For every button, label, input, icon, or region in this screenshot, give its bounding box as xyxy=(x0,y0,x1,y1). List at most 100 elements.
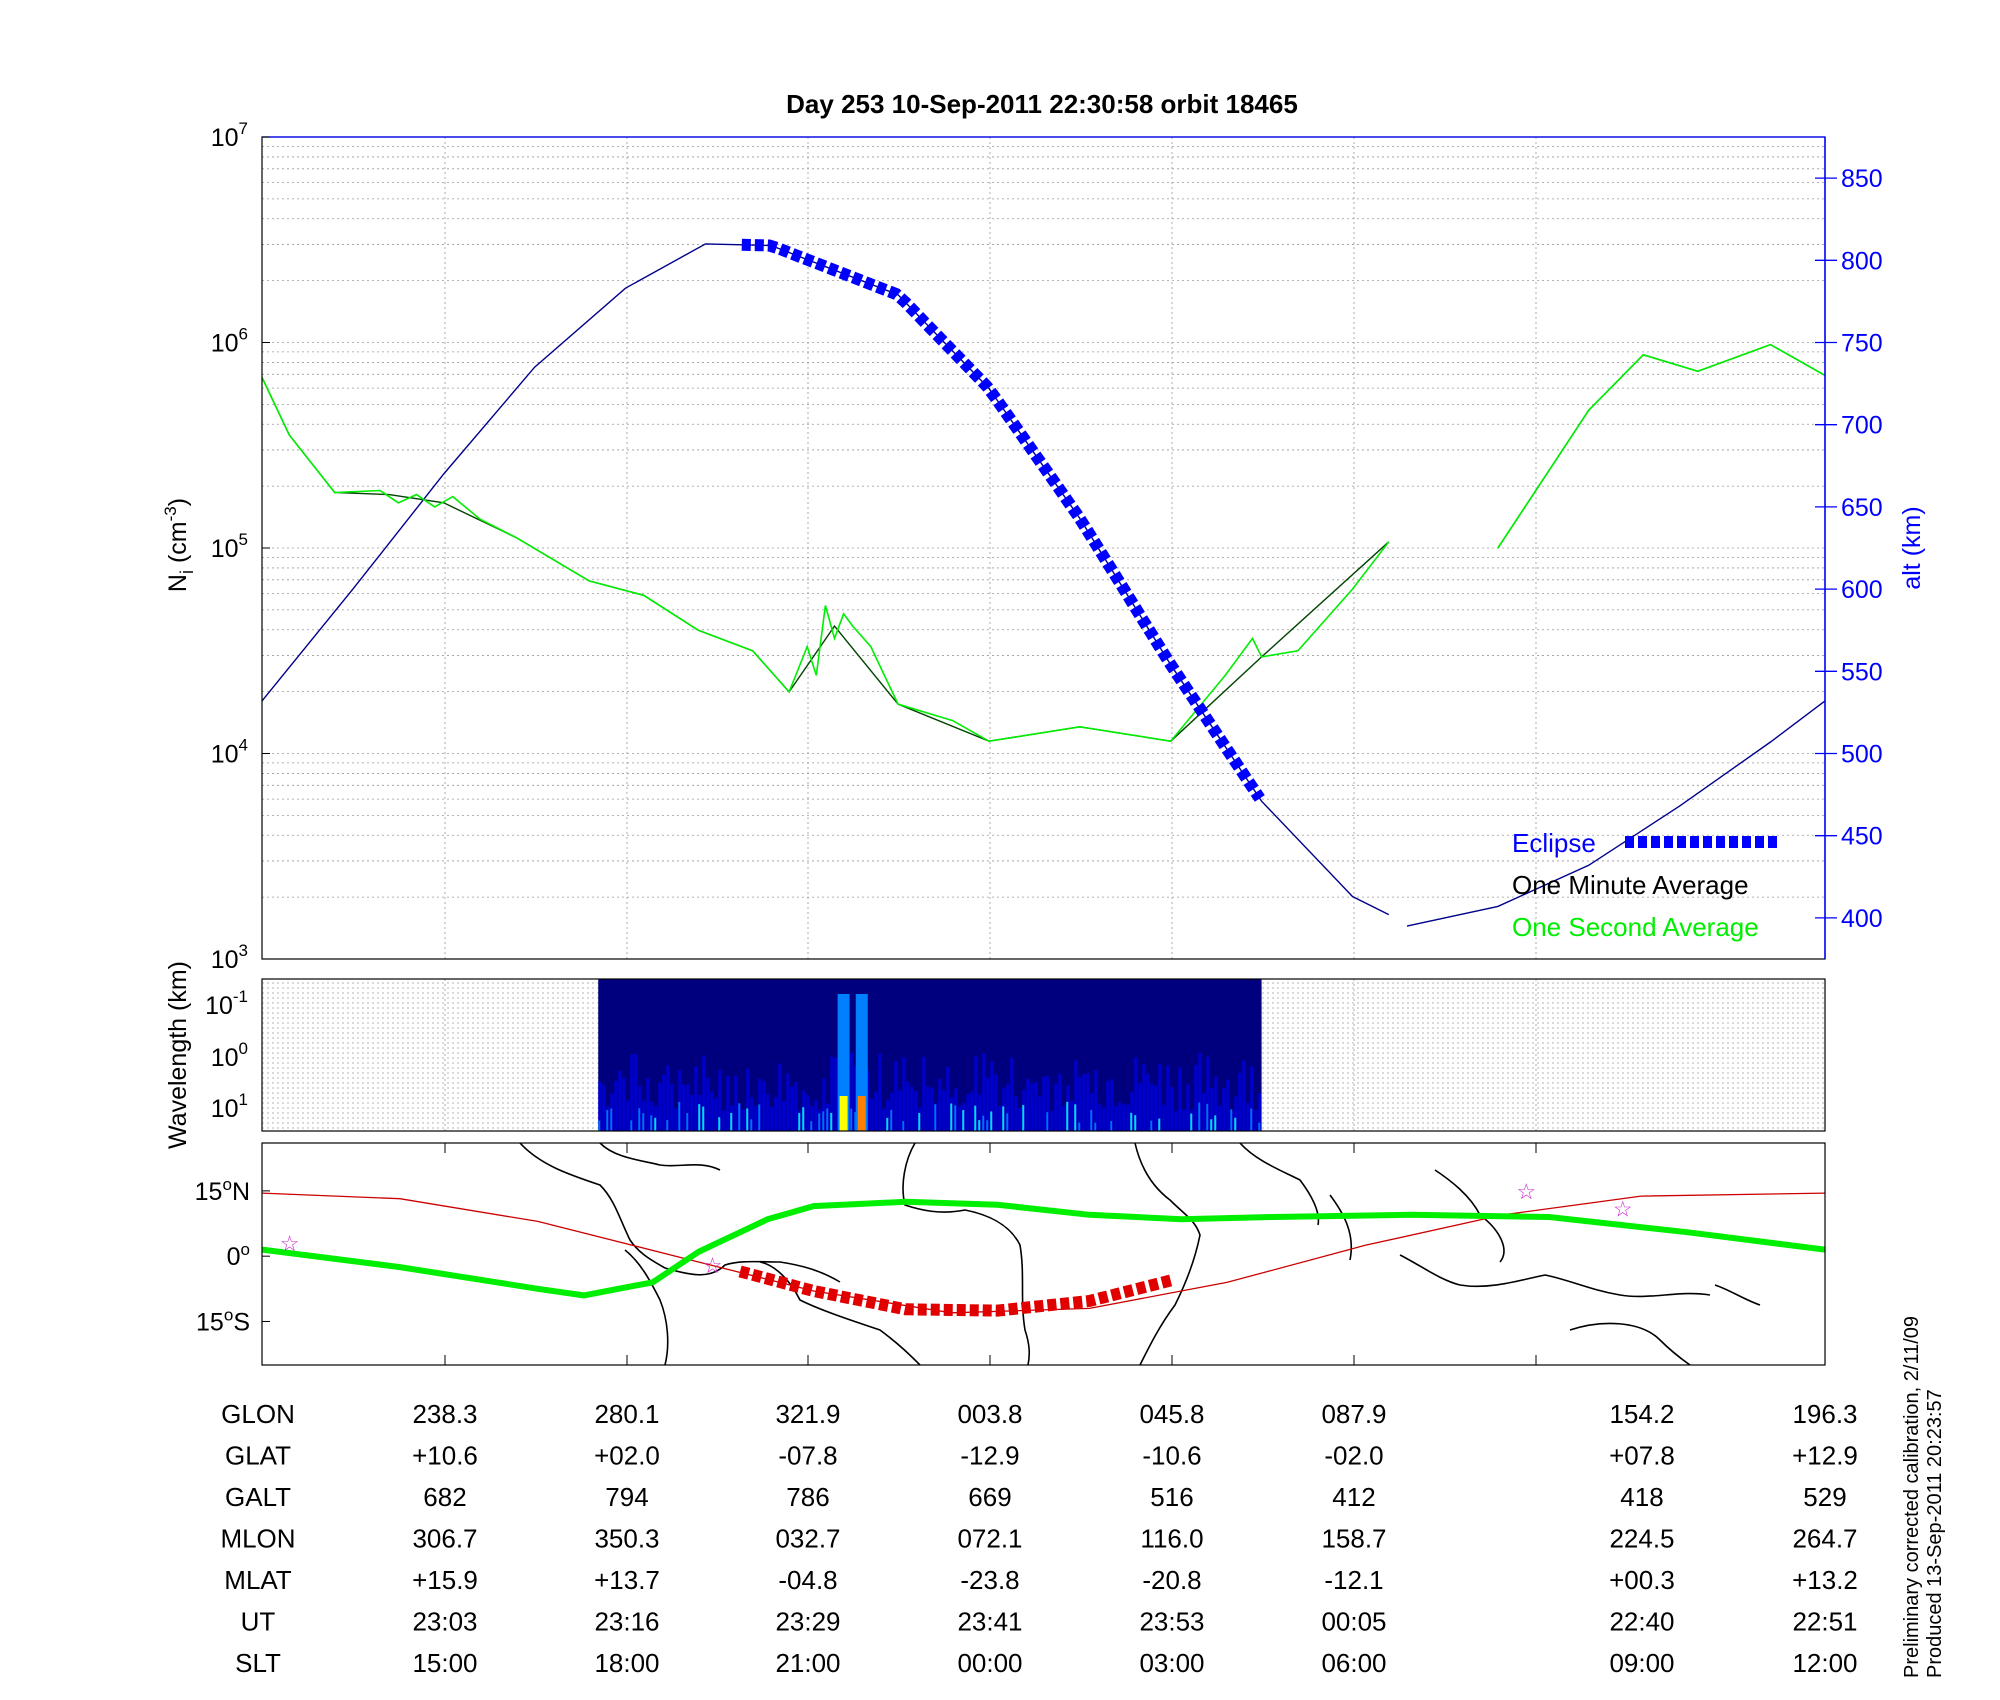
spectrogram-column-bright xyxy=(666,1120,669,1131)
spectrogram-column xyxy=(682,1084,686,1131)
map-panel: ☆ ☆ ☆ ☆ 15oN 0o 15oS xyxy=(195,1142,1826,1366)
spectrogram-column xyxy=(1018,1107,1022,1131)
spectrogram-column xyxy=(618,1070,622,1131)
spectrogram-column-bright xyxy=(1230,1109,1233,1131)
coord-cell: 23:41 xyxy=(957,1607,1022,1637)
spectrogram-column xyxy=(1170,1087,1174,1131)
spectrogram-column-bright xyxy=(1006,1113,1009,1131)
coord-cell: -04.8 xyxy=(778,1565,837,1595)
ion-density-panel: 103 104 105 106 107 400 450 500 550 600 650 700 750… xyxy=(161,119,1926,974)
coord-cell: -12.9 xyxy=(960,1441,1019,1471)
new-guinea-coast xyxy=(1714,1284,1761,1306)
map-x-gridlines xyxy=(444,1143,1537,1365)
spectrogram-column xyxy=(750,1097,754,1131)
spectrogram-background xyxy=(598,979,1262,1131)
spectrogram-column xyxy=(1114,1106,1118,1131)
coord-cell: 794 xyxy=(605,1482,648,1512)
second-average-curve xyxy=(261,377,1390,743)
spectrogram-column xyxy=(1254,1109,1258,1131)
right-tick-label: 500 xyxy=(1841,741,1883,769)
coord-cell: 045.8 xyxy=(1139,1399,1204,1429)
coord-cell: +12.9 xyxy=(1792,1441,1858,1471)
spectrogram-column-bright xyxy=(758,1104,761,1131)
spectrogram-column xyxy=(1214,1076,1218,1131)
spectrogram-column xyxy=(994,1074,998,1131)
coord-cell: -23.8 xyxy=(960,1565,1019,1595)
spectrogram-column xyxy=(1050,1110,1054,1131)
spectrogram-column-bright xyxy=(654,1117,657,1131)
station-star-icon: ☆ xyxy=(280,1231,300,1256)
coord-cell: 06:00 xyxy=(1321,1648,1386,1678)
map-lat-tick-label: 15oN xyxy=(195,1175,250,1206)
station-star-icon: ☆ xyxy=(1516,1179,1536,1204)
spectrogram-column xyxy=(966,1094,970,1131)
right-tick-label: 650 xyxy=(1841,494,1883,522)
spectrogram-column-bright xyxy=(810,1121,813,1131)
spectrogram-column-bright xyxy=(750,1119,753,1131)
spectrogram-column xyxy=(762,1081,766,1131)
spectrogram-column xyxy=(622,1077,626,1131)
spectrogram-column-bright xyxy=(650,1115,653,1131)
spectrogram-column xyxy=(894,1061,898,1131)
right-axis-ticks: 400 450 500 550 600 650 700 750 800 850 xyxy=(1815,165,1883,933)
spectrogram-column xyxy=(1162,1104,1166,1131)
mid-axis-ticks: 10-1 100 101 xyxy=(205,987,248,1123)
spectrogram-column xyxy=(834,1057,838,1131)
spectrogram-column xyxy=(878,1053,882,1131)
map-lat-tick-label: 15oS xyxy=(196,1305,250,1336)
spectrogram-column xyxy=(974,1055,978,1131)
spectrogram-feature-peak xyxy=(857,1096,866,1131)
spectrogram-column-bright xyxy=(982,1115,985,1131)
coord-cell: 21:00 xyxy=(775,1648,840,1678)
australia-coast xyxy=(1569,1322,1691,1365)
africa-west-coast xyxy=(902,1143,1031,1365)
right-axis-label: alt (km) xyxy=(1898,506,1926,589)
spectrogram-column xyxy=(886,1099,890,1131)
spectrogram-column xyxy=(1102,1107,1106,1131)
coord-cell: 23:53 xyxy=(1139,1607,1204,1637)
footnote-calibration: Preliminary corrected calibration, 2/11/… xyxy=(1901,1316,1923,1678)
spectrogram-column-bright xyxy=(798,1113,801,1131)
right-tick-label: 850 xyxy=(1841,165,1883,193)
spectrogram-column xyxy=(814,1099,818,1131)
coord-row-label: MLON xyxy=(220,1524,295,1554)
spectrogram-column-bright xyxy=(974,1105,977,1131)
spectrogram-column xyxy=(1138,1083,1142,1131)
coastlines xyxy=(519,1143,1761,1365)
central-america-coast xyxy=(519,1143,841,1283)
coord-cell: 22:51 xyxy=(1792,1607,1857,1637)
spectrogram-column-bright xyxy=(962,1110,965,1131)
spectrogram-column xyxy=(870,1098,874,1131)
spectrogram-column-bright xyxy=(1214,1115,1217,1131)
spectrogram-column xyxy=(754,1106,758,1131)
spectrogram-column xyxy=(726,1075,730,1131)
spectrogram-column xyxy=(1174,1110,1178,1131)
right-tick-label: 400 xyxy=(1841,905,1883,933)
wavelength-tick-label: 10-1 xyxy=(205,987,248,1020)
spectrogram xyxy=(598,979,1262,1131)
left-tick-label: 106 xyxy=(211,325,248,358)
spectrogram-column-bright xyxy=(718,1117,721,1131)
spectrogram-column xyxy=(1194,1065,1198,1131)
spectrogram-column-bright xyxy=(890,1109,893,1131)
spectrogram-column xyxy=(1078,1076,1082,1131)
spectrogram-column xyxy=(990,1061,994,1131)
spectrogram-column xyxy=(850,1052,854,1131)
spectrogram-column-bright xyxy=(830,1112,833,1131)
spectrogram-column-bright xyxy=(1206,1103,1209,1131)
spectrogram-column-bright xyxy=(1150,1120,1153,1131)
coord-cell: 032.7 xyxy=(775,1524,840,1554)
coordinate-table: GLON 238.3 280.1 321.9 003.8 045.8 087.9 154.2 1… xyxy=(220,1399,1857,1678)
coord-cell: 22:40 xyxy=(1609,1607,1674,1637)
magnetic-equator xyxy=(262,1198,1825,1299)
gulf-coast xyxy=(599,1143,721,1171)
coord-cell: 23:03 xyxy=(412,1607,477,1637)
wavelength-tick-label: 100 xyxy=(211,1039,248,1072)
spectrogram-column-bright xyxy=(1090,1109,1093,1131)
station-star-icon: ☆ xyxy=(703,1253,723,1278)
spectrogram-column-bright xyxy=(686,1113,689,1131)
legend-minute-label: One Minute Average xyxy=(1512,870,1749,900)
spectrogram-column xyxy=(986,1077,990,1131)
spectrogram-column xyxy=(694,1066,698,1131)
